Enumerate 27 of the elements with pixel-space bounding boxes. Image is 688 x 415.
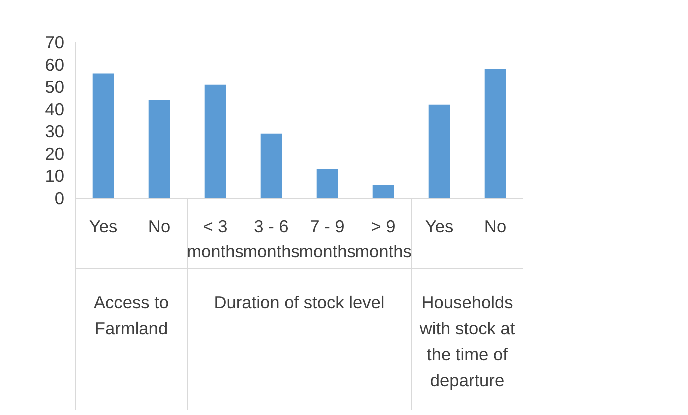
y-tick-label: 0 [54,188,65,208]
bar [148,100,170,198]
x-tick-label: Yes [425,216,454,236]
bar [484,69,506,198]
x-tick-label: > 9 months [355,216,412,262]
y-tick-label: 40 [45,99,65,120]
y-tick-label: 70 [45,32,65,52]
text: Access to Farmland [94,292,170,338]
x-tick-label: No [484,216,507,236]
x-tick-label: 3 - 6 months [243,216,300,262]
bar [92,74,114,198]
y-tick-label: 30 [45,122,65,142]
y-tick-label: 60 [45,54,65,75]
bar [204,84,226,198]
bar [372,185,394,198]
x-tick-label: < 3 months [187,216,244,262]
x-tick-label: No [148,216,171,236]
y-tick-label: 50 [45,77,65,98]
x-tick-label: 7 - 9 months [299,216,356,262]
text: Households with stock at the time of departure [418,292,516,390]
bar [316,170,338,198]
x-tick-label: Yes [89,216,118,236]
bar [428,104,450,198]
y-tick-label: 10 [45,166,65,186]
y-tick-label: 20 [45,144,65,164]
bar [260,134,282,198]
text: Duration of stock level [214,292,385,312]
